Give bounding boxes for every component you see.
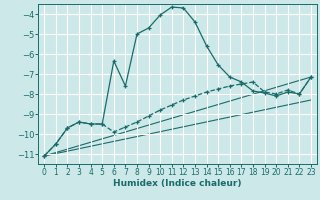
X-axis label: Humidex (Indice chaleur): Humidex (Indice chaleur) — [113, 179, 242, 188]
